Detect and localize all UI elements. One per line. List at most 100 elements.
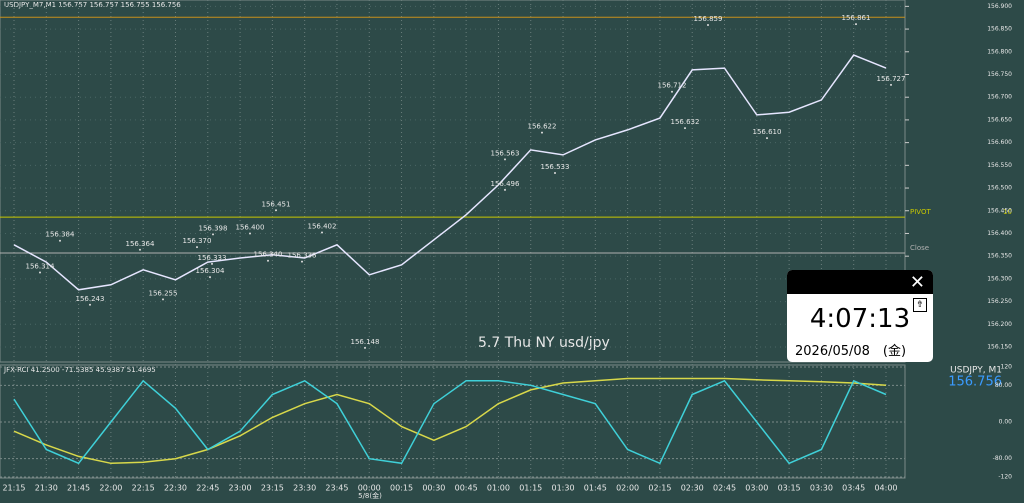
main-panel [0, 0, 906, 363]
x-tick-label: 01:15 [519, 484, 542, 493]
level-label: PIVOT [910, 208, 931, 216]
clock-date: 2026/05/08 (金) [795, 344, 907, 359]
price-line [13, 379, 887, 465]
annotation-label: 156.859 [694, 15, 723, 23]
x-tick-label: 01:30 [552, 484, 575, 493]
annotation-point [59, 239, 61, 242]
annotation-point [267, 259, 269, 262]
y-tick-label: 156.800 [987, 48, 1012, 55]
annotation-point [684, 127, 686, 130]
x-tick-label: 22:45 [196, 484, 219, 493]
x-tick-label: 23:15 [261, 484, 284, 493]
y-tick-label: 156.900 [987, 3, 1012, 10]
annotation-point [707, 23, 709, 26]
x-tick-label: 03:00 [745, 484, 768, 493]
annotation-label: 156.402 [308, 223, 337, 231]
annotation-point [504, 158, 506, 161]
annotation-point [275, 209, 277, 212]
annotation-label: 156.384 [46, 231, 75, 239]
symbol: USDJPY, M1 [950, 366, 1002, 376]
x-tick-label: 03:15 [778, 484, 801, 493]
annotation-point [212, 233, 214, 236]
annotation-point [209, 276, 211, 279]
x-tick-label: 00:45 [455, 484, 478, 493]
annotation-label: 156.400 [236, 223, 265, 231]
annotation-point [89, 303, 91, 306]
y-tick-label: 156.300 [987, 275, 1012, 282]
last-price: 156.756 [948, 375, 1002, 390]
annotation-label: 156.370 [183, 237, 212, 245]
annotation-point [766, 137, 768, 140]
annotation-point [890, 83, 892, 86]
annotation-label: 156.533 [541, 163, 570, 171]
price-line [13, 377, 887, 465]
osc-tick-label: -120 [998, 474, 1012, 481]
annotation-point [196, 246, 198, 249]
annotation-label: 156.338 [288, 252, 317, 260]
annotation-point [162, 298, 164, 301]
annotation-label: 156.622 [528, 123, 557, 131]
annotation-point [139, 248, 141, 251]
annotation-label: 156.333 [198, 254, 227, 262]
x-tick-label: 00:15 [390, 484, 413, 493]
y-tick-label: 156.850 [987, 26, 1012, 33]
annotation-label: 156.712 [658, 82, 687, 90]
x-tick-label: 23:30 [293, 484, 316, 493]
annotation-point [671, 90, 673, 93]
annotation-label: 156.304 [196, 267, 225, 275]
x-tick-label: 21:30 [35, 484, 58, 493]
x-tick-label: 03:45 [842, 484, 865, 493]
annotation-label: 156.148 [351, 338, 380, 346]
annotation-label: 156.496 [491, 180, 520, 188]
x-tick-label: 22:00 [99, 484, 122, 493]
y-tick-label: 156.500 [987, 185, 1012, 192]
clock-header: ✕ [787, 270, 933, 294]
annotation-label: 156.727 [877, 75, 906, 83]
x-tick-label: 00:00 [358, 484, 381, 493]
x-tick-label: 03:30 [810, 484, 833, 493]
x-tick-label: 02:45 [713, 484, 736, 493]
annotation-label: 156.632 [671, 118, 700, 126]
window-title: USDJPY_M7,M1 156.757 156.757 156.755 156… [4, 1, 181, 9]
annotation-point [321, 231, 323, 234]
annotation-label: 156.314 [26, 263, 55, 271]
note: 5.7 Thu NY usd/jpy [478, 335, 610, 351]
annotation-point [211, 262, 213, 265]
x-tick-label: 01:45 [584, 484, 607, 493]
osc-tick-label: 80.00 [995, 382, 1012, 389]
x-tick-label: 02:15 [648, 484, 671, 493]
y-tick-label: 156.400 [987, 230, 1012, 237]
x-tick-label: 21:45 [67, 484, 90, 493]
annotation-point [541, 131, 543, 134]
annotation-point [504, 188, 506, 191]
osc-tick-label: -80.00 [993, 455, 1013, 462]
annotation-point [364, 346, 366, 349]
y-tick-label: 156.250 [987, 298, 1012, 305]
annotation-label: 156.563 [491, 149, 520, 157]
annotation-label: 156.243 [76, 295, 105, 303]
x-tick-label: 22:30 [164, 484, 187, 493]
y-tick-label: 156.750 [987, 71, 1012, 78]
annotation-point [39, 271, 41, 274]
y-tick-label: 156.350 [987, 253, 1012, 260]
y-tick-label: 156.700 [987, 94, 1012, 101]
osc-tick-label: 120 [1001, 364, 1013, 371]
close-button[interactable]: ✕ [909, 272, 925, 293]
clock-widget: ✕ ⇮ 4:07:13 2026/05/08 (金) [787, 270, 933, 362]
x-tick-label: 23:45 [325, 484, 348, 493]
annotation-point [554, 172, 556, 175]
osc-tick-label: 0.00 [999, 419, 1013, 426]
y-tick-label: 156.650 [987, 116, 1012, 123]
annotation-label: 156.861 [842, 14, 871, 22]
annotation-label: 156.398 [199, 224, 228, 232]
y-tick-label: 156.550 [987, 162, 1012, 169]
y-tick-label: 156.450 [987, 207, 1012, 214]
annotation-label: 156.610 [753, 128, 782, 136]
y-tick-label: 156.600 [987, 139, 1012, 146]
x-tick-label: 23:00 [229, 484, 252, 493]
pin-icon[interactable]: ⇮ [913, 298, 927, 312]
price-line [13, 54, 887, 291]
date-label: 5/8(金) [358, 491, 382, 500]
y-tick-label: 156.150 [987, 344, 1012, 351]
